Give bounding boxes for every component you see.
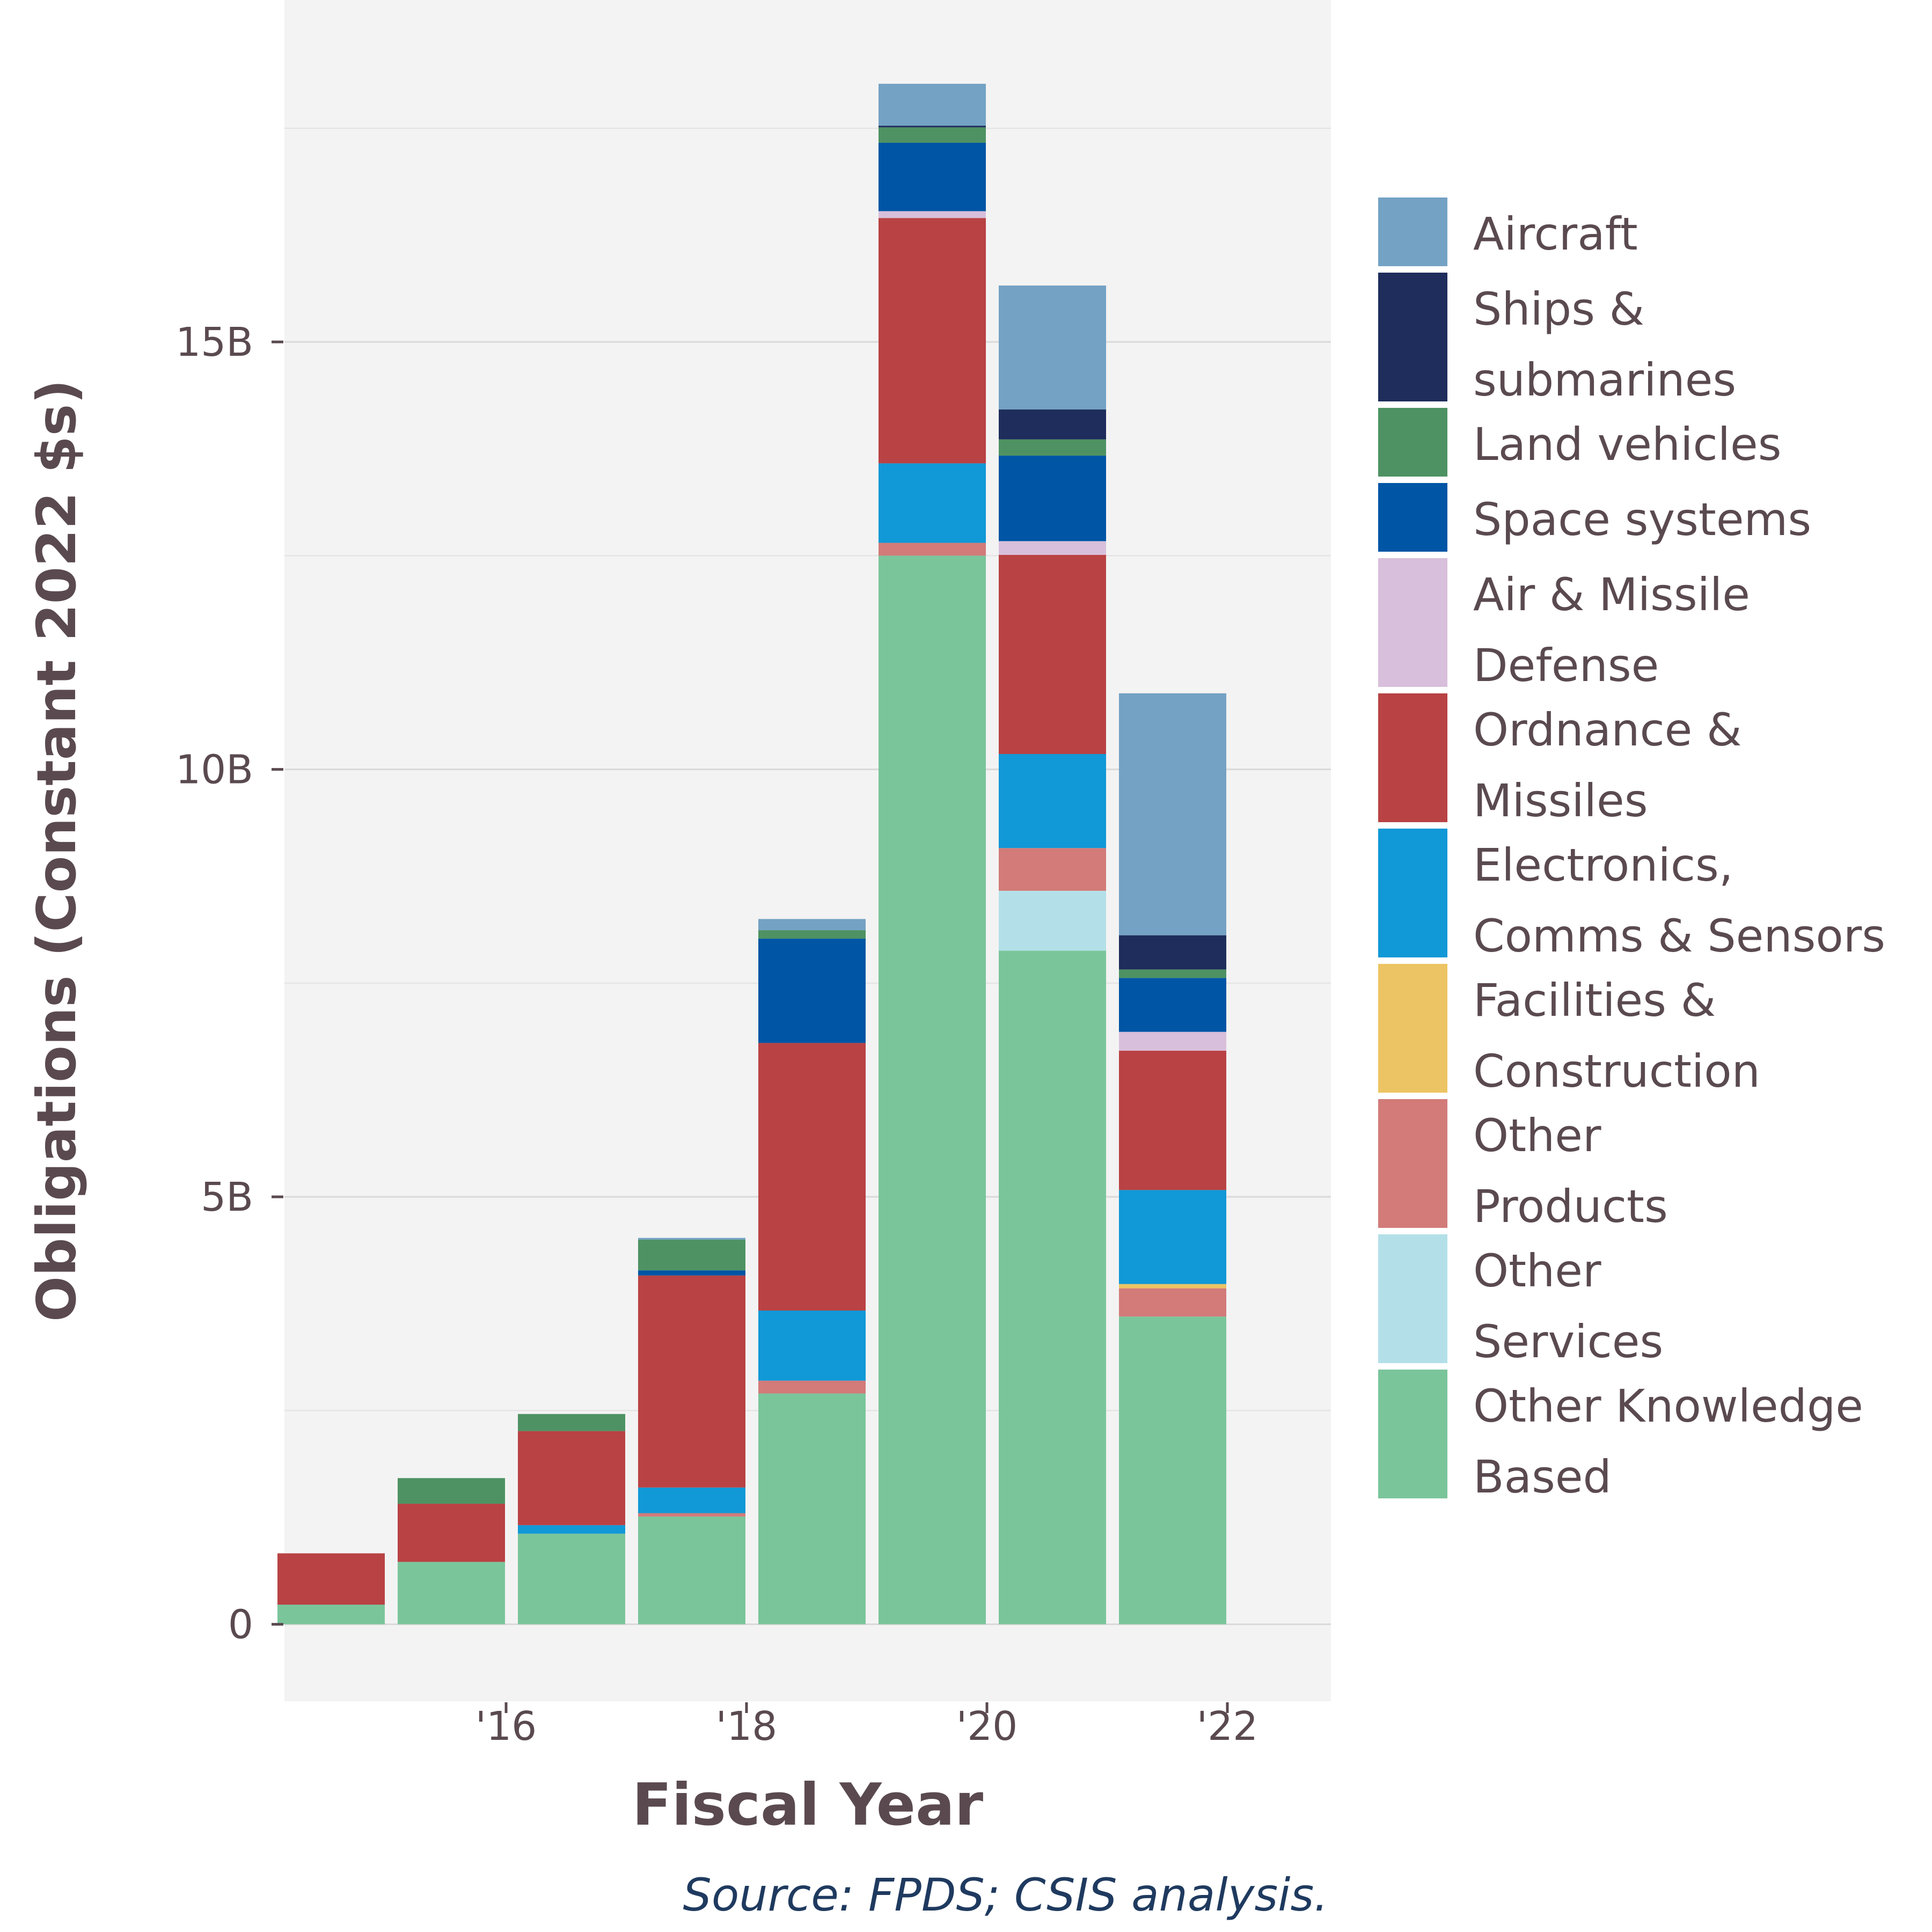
bar-segment-land-vehicles-2022 xyxy=(1119,969,1226,978)
bar-segment-land-vehicles-2016 xyxy=(398,1478,505,1504)
legend-label-space-systems: Space systems xyxy=(1473,493,1811,546)
x-axis: '16 '18 '20 '22 xyxy=(475,1702,1258,1750)
bar-segment-electronics-comms-sensors-2018 xyxy=(638,1487,745,1513)
y-tick-label: 0 xyxy=(228,1602,253,1648)
bar-segment-other-products-2020 xyxy=(879,543,986,556)
bar-segment-space-systems-2022 xyxy=(1119,978,1226,1032)
bar-segment-ordnance-missiles-2018 xyxy=(638,1275,745,1488)
source-caption: Source: FPDS; CSIS analysis. xyxy=(683,1869,1328,1921)
bar-segment-electronics-comms-sensors-2019 xyxy=(758,1311,866,1381)
legend-label-facilities-construction: Facilities & xyxy=(1473,974,1716,1027)
legend-key-space-systems xyxy=(1375,480,1451,555)
bar-segment-air-missile-defense-2021 xyxy=(999,541,1106,555)
bar-segment-ordnance-missiles-2020 xyxy=(879,218,986,464)
y-tick-label: 10B xyxy=(175,747,253,793)
legend-label-other-products: Products xyxy=(1473,1180,1668,1233)
legend: Aircraft Ships & submarines Land vehicles Sp… xyxy=(1375,194,1885,1503)
y-tick-label: 15B xyxy=(175,319,253,365)
bar-segment-space-systems-2019 xyxy=(758,939,866,1043)
bar-segment-ships-submarines-2020 xyxy=(879,126,986,128)
legend-label-ships-submarines: submarines xyxy=(1473,354,1736,406)
legend-label-other-knowledge-based: Other Knowledge xyxy=(1473,1380,1863,1432)
legend-label-ordnance-missiles: Missiles xyxy=(1473,774,1648,827)
legend-label-other-knowledge-based: Based xyxy=(1473,1451,1612,1503)
legend-label-other-products: Other xyxy=(1473,1109,1601,1162)
bar-segment-other-knowledge-based-2020 xyxy=(879,555,986,1624)
bar-segment-facilities-construction-2022 xyxy=(1119,1284,1226,1289)
bar-segment-aircraft-2019 xyxy=(758,919,866,931)
legend-label-air-missile-defense: Air & Missile xyxy=(1473,568,1750,621)
bars xyxy=(277,84,1226,1624)
legend-label-land-vehicles: Land vehicles xyxy=(1473,418,1781,471)
bar-segment-other-knowledge-based-2021 xyxy=(999,950,1106,1624)
bar-segment-aircraft-2018 xyxy=(638,1238,745,1240)
legend-key-other-services xyxy=(1375,1231,1451,1366)
bar-segment-ordnance-missiles-2019 xyxy=(758,1043,866,1311)
legend-key-electronics-comms-sensors xyxy=(1375,825,1451,961)
legend-key-facilities-construction xyxy=(1375,961,1451,1096)
bar-segment-land-vehicles-2017 xyxy=(518,1414,625,1431)
bar-segment-ordnance-missiles-2016 xyxy=(398,1504,505,1562)
legend-key-other-products xyxy=(1375,1096,1451,1231)
bar-segment-other-knowledge-based-2017 xyxy=(518,1533,625,1624)
bar-segment-ordnance-missiles-2015 xyxy=(277,1553,385,1605)
y-axis-title: Obligations (Constant 2022 $s) xyxy=(25,379,88,1322)
bar-segment-electronics-comms-sensors-2022 xyxy=(1119,1190,1226,1284)
bar-segment-other-knowledge-based-2016 xyxy=(398,1562,505,1624)
bar-segment-aircraft-2022 xyxy=(1119,693,1226,935)
bar-segment-aircraft-2021 xyxy=(999,286,1106,410)
bar-segment-air-missile-defense-2020 xyxy=(879,211,986,218)
legend-key-ships-submarines xyxy=(1375,269,1451,405)
bar-segment-aircraft-2020 xyxy=(879,84,986,126)
bar-segment-ordnance-missiles-2017 xyxy=(518,1431,625,1525)
bar-segment-other-knowledge-based-2022 xyxy=(1119,1316,1226,1624)
legend-key-air-missile-defense xyxy=(1375,555,1451,690)
legend-label-facilities-construction: Construction xyxy=(1473,1045,1760,1097)
bar-segment-air-missile-defense-2022 xyxy=(1119,1031,1226,1051)
bar-segment-land-vehicles-2018 xyxy=(638,1239,745,1271)
y-tick-label: 5B xyxy=(201,1174,253,1220)
bar-segment-space-systems-2020 xyxy=(879,143,986,211)
bar-segment-other-products-2019 xyxy=(758,1380,866,1394)
x-axis-title: Fiscal Year xyxy=(632,1772,983,1839)
bar-segment-land-vehicles-2020 xyxy=(879,127,986,143)
x-tick-label: '22 xyxy=(1197,1703,1258,1750)
legend-label-ordnance-missiles: Ordnance & xyxy=(1473,704,1742,756)
x-tick-label: '18 xyxy=(716,1703,778,1750)
legend-key-land-vehicles xyxy=(1375,405,1451,480)
y-axis: 0 5B 10B 15B xyxy=(175,319,283,1648)
bar-segment-land-vehicles-2021 xyxy=(999,439,1106,456)
x-tick-label: '20 xyxy=(956,1703,1018,1750)
legend-label-air-missile-defense: Defense xyxy=(1473,639,1659,692)
bar-segment-other-knowledge-based-2018 xyxy=(638,1516,745,1624)
bar-segment-other-knowledge-based-2015 xyxy=(277,1604,385,1624)
bar-segment-electronics-comms-sensors-2017 xyxy=(518,1525,625,1534)
bar-segment-other-products-2021 xyxy=(999,848,1106,891)
bar-segment-other-knowledge-based-2019 xyxy=(758,1393,866,1624)
bar-segment-electronics-comms-sensors-2021 xyxy=(999,753,1106,848)
bar-segment-other-products-2022 xyxy=(1119,1288,1226,1317)
bar-segment-space-systems-2018 xyxy=(638,1270,745,1276)
legend-key-ordnance-missiles xyxy=(1375,690,1451,825)
bar-segment-other-services-2021 xyxy=(999,890,1106,951)
legend-label-other-services: Services xyxy=(1473,1315,1663,1368)
legend-label-electronics-comms-sensors: Electronics, xyxy=(1473,839,1733,891)
bar-segment-ships-submarines-2021 xyxy=(999,409,1106,440)
bar-segment-ordnance-missiles-2021 xyxy=(999,554,1106,754)
bar-segment-other-products-2018 xyxy=(638,1513,745,1517)
bar-segment-ships-submarines-2022 xyxy=(1119,935,1226,970)
legend-label-ships-submarines: Ships & xyxy=(1473,283,1644,335)
x-tick-label: '16 xyxy=(475,1703,537,1750)
bar-segment-land-vehicles-2019 xyxy=(758,930,866,939)
legend-label-aircraft: Aircraft xyxy=(1473,208,1638,260)
legend-key-other-knowledge-based xyxy=(1375,1366,1451,1502)
legend-label-other-services: Other xyxy=(1473,1245,1601,1297)
bar-segment-space-systems-2021 xyxy=(999,456,1106,541)
legend-key-aircraft xyxy=(1375,194,1451,269)
legend-label-electronics-comms-sensors: Comms & Sensors xyxy=(1473,910,1885,962)
bar-segment-ordnance-missiles-2022 xyxy=(1119,1050,1226,1190)
bar-segment-electronics-comms-sensors-2020 xyxy=(879,463,986,543)
